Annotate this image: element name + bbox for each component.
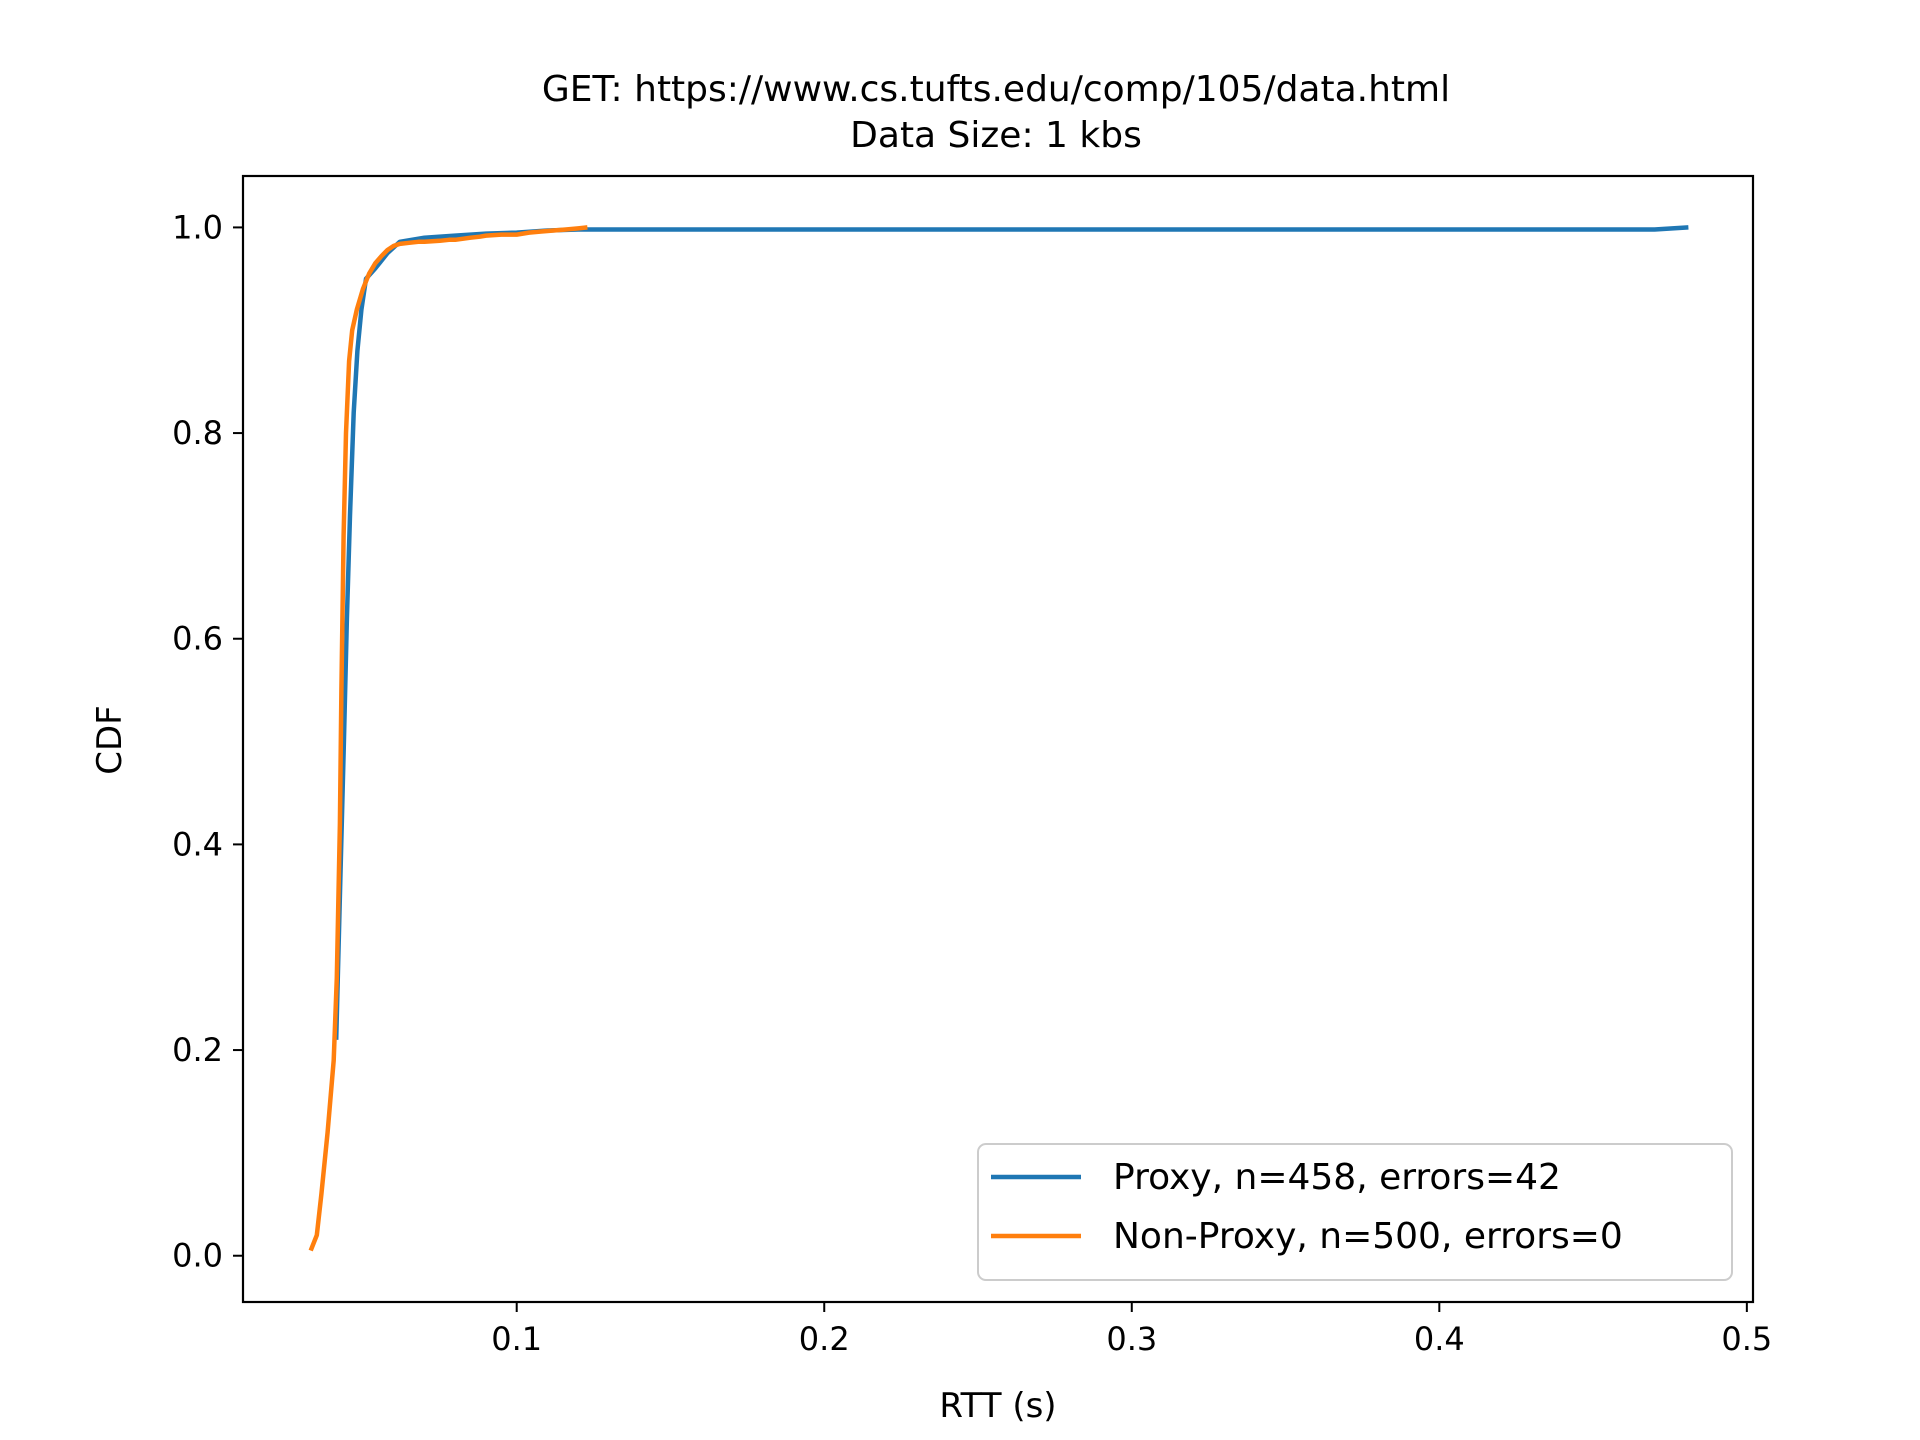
legend: Proxy, n=458, errors=42 Non-Proxy, n=500…: [977, 1143, 1733, 1281]
x-tick-label: 0.4: [1414, 1320, 1465, 1358]
x-tick-label: 0.5: [1721, 1320, 1772, 1358]
x-axis-ticks: 0.1 0.2 0.3 0.4 0.5: [491, 1302, 1772, 1358]
chart-subtitle: Data Size: 1 kbs: [850, 115, 1142, 156]
y-tick-label: 0.8: [172, 414, 223, 452]
plot-lines: [308, 225, 1689, 1252]
series-line-non-proxy: [308, 225, 588, 1252]
legend-box: [977, 1143, 1733, 1281]
y-tick-label: 0.6: [172, 620, 223, 658]
plot-frame: [241, 174, 1755, 1304]
x-tick-label: 0.3: [1106, 1320, 1157, 1358]
series-line-proxy: [333, 225, 1689, 1040]
x-tick-label: 0.1: [491, 1320, 542, 1358]
x-tick-label: 0.2: [799, 1320, 850, 1358]
y-tick-label: 0.2: [172, 1031, 223, 1069]
y-tick-label: 1.0: [172, 208, 223, 246]
y-axis-ticks: 0.0 0.2 0.4 0.6 0.8 1.0: [172, 208, 243, 1275]
y-tick-label: 0.0: [172, 1237, 223, 1275]
legend-label-proxy: Proxy, n=458, errors=42: [1113, 1157, 1561, 1198]
x-axis-label: RTT (s): [939, 1386, 1056, 1426]
chart-title: GET: https://www.cs.tufts.edu/comp/105/d…: [542, 69, 1450, 110]
y-tick-label: 0.4: [172, 825, 223, 863]
y-axis-label: CDF: [90, 705, 130, 774]
legend-label-non-proxy: Non-Proxy, n=500, errors=0: [1113, 1216, 1623, 1257]
